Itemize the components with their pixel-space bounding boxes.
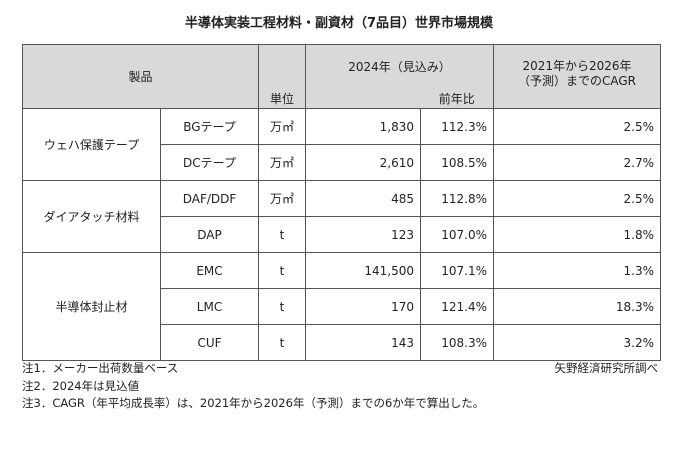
notes: 注1．メーカー出荷数量ベース 注2．2024年は見込値注3．CAGR（年平均成長率… [22,360,484,413]
source: 矢野経済研究所調べ [554,361,659,375]
yoy: 112.3% [420,108,494,145]
unit: 万㎡ [258,180,306,217]
product: CUF [160,324,259,361]
cagr: 1.3% [493,252,661,289]
title: 半導体実装工程材料・副資材（7品目）世界市場規模 [184,16,494,31]
header-cell [305,88,421,109]
volume: 1,830 [305,108,421,145]
yoy: 112.8% [420,180,494,217]
volume: 141,500 [305,252,421,289]
table-body: ウェハ保護テープ BGテープ 万㎡ 1,830 112.3% 2.5% DCテープ 万㎡ 2,6… [22,108,661,361]
product: DAP [160,216,259,253]
cagr: 3.2% [493,324,661,361]
header-yoy: 前年比 [420,88,494,109]
volume: 143 [305,324,421,361]
unit: t [258,216,306,253]
volume: 170 [305,288,421,325]
volume: 123 [305,216,421,253]
volume: 485 [305,180,421,217]
cagr: 2.5% [493,180,661,217]
note: 注1．メーカー出荷数量ベース [22,361,179,375]
product: LMC [160,288,259,325]
header-volume: 2024年（見込み） [305,44,494,89]
product: BGテープ [160,108,259,145]
header-unit: 単位 [258,88,306,109]
unit: t [258,252,306,289]
unit: t [258,288,306,325]
note: 注3．CAGR（年平均成長率）は、2021年から2026年（予測）までの6か年で… [22,396,485,410]
group-name: 半導体封止材 [22,252,161,361]
product: EMC [160,252,259,289]
yoy: 108.3% [420,324,494,361]
table-row: DCテープ 万㎡ 2,610 108.5% 2.7% [23,144,661,181]
group-name: ダイアタッチ材料 [22,180,161,253]
table-row: ウェハ保護テープ BGテープ 万㎡ 1,830 112.3% 2.5% [22,108,661,181]
cagr: 2.7% [493,144,661,181]
table-row: LMC t 170 121.4% 18.3% [23,288,661,325]
market-table: 製品 2024年（見込み） 2021年から2026年（予測）までのCAGR 単位… [22,44,661,361]
header-product: 製品 [22,44,259,109]
table-row: DAP t 123 107.0% 1.8% [23,216,661,253]
unit: 万㎡ [258,144,306,181]
product: DCテープ [160,144,259,181]
yoy: 107.1% [420,252,494,289]
group-name: ウェハ保護テープ [22,108,161,181]
note: 注2．2024年は見込値 [22,378,140,393]
table-row: ダイアタッチ材料 DAF/DDF 万㎡ 485 112.8% 2.5% [22,180,661,253]
unit: t [258,324,306,361]
header-cagr: 2021年から2026年（予測）までのCAGR [493,44,661,109]
header-cell [258,44,306,89]
table-row: CUF t 143 108.3% 3.2% [23,324,661,361]
yoy: 121.4% [420,288,494,325]
unit: 万㎡ [258,108,306,145]
yoy: 108.5% [420,144,494,181]
cagr: 18.3% [493,288,661,325]
table-row: 半導体封止材 EMC t 141,500 107.1% 1.3% [22,252,661,361]
cagr: 1.8% [493,216,661,253]
product: DAF/DDF [160,180,259,217]
cagr: 2.5% [493,108,661,145]
volume: 2,610 [305,144,421,181]
yoy: 107.0% [420,216,494,253]
